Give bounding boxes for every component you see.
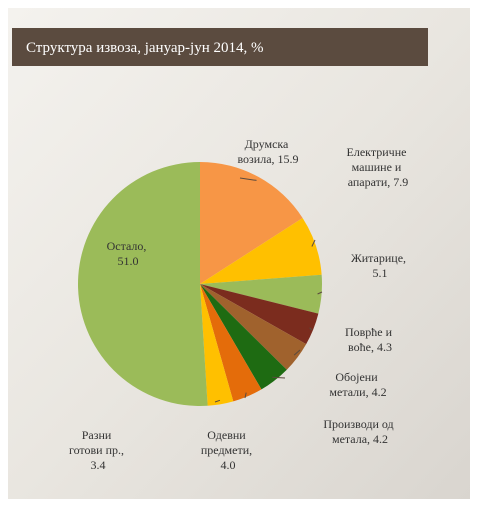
leader-line: [317, 291, 323, 295]
data-label: Производи од метала, 4.2: [323, 417, 396, 446]
leader-line: [214, 399, 221, 403]
pie-slice: [200, 284, 234, 406]
data-label: Поврће и воће, 4.3: [345, 325, 395, 354]
leader-line: [272, 376, 286, 379]
data-label: Житарице, 5.1: [351, 251, 409, 280]
pie-slice: [77, 162, 208, 406]
title-box: [12, 28, 428, 66]
pie-slice: [200, 284, 319, 345]
leader-line: [293, 349, 301, 356]
leader-line: [311, 239, 316, 247]
data-label: Одевни предмети, 4.0: [201, 428, 255, 472]
pie-slice: [200, 274, 322, 314]
data-label: Разни готови пр., 3.4: [69, 428, 127, 472]
data-label: Обојени метали, 4.2: [329, 370, 386, 399]
pie-slice: [200, 284, 287, 390]
leader-line: [309, 327, 313, 331]
pie-slice: [200, 284, 307, 370]
data-label: Остало, 51.0: [107, 239, 150, 268]
data-label: Друмска возила, 15.9: [237, 137, 298, 166]
leader-line: [244, 392, 247, 399]
leader-line: [239, 177, 257, 181]
pie-slice: [200, 217, 322, 284]
chart-title: Структура извоза, јануар-јун 2014, %: [26, 40, 263, 56]
pie-slice: [200, 284, 262, 402]
data-label: Електричне машине и апарати, 7.9: [347, 145, 410, 189]
pie-slice: [200, 162, 303, 284]
